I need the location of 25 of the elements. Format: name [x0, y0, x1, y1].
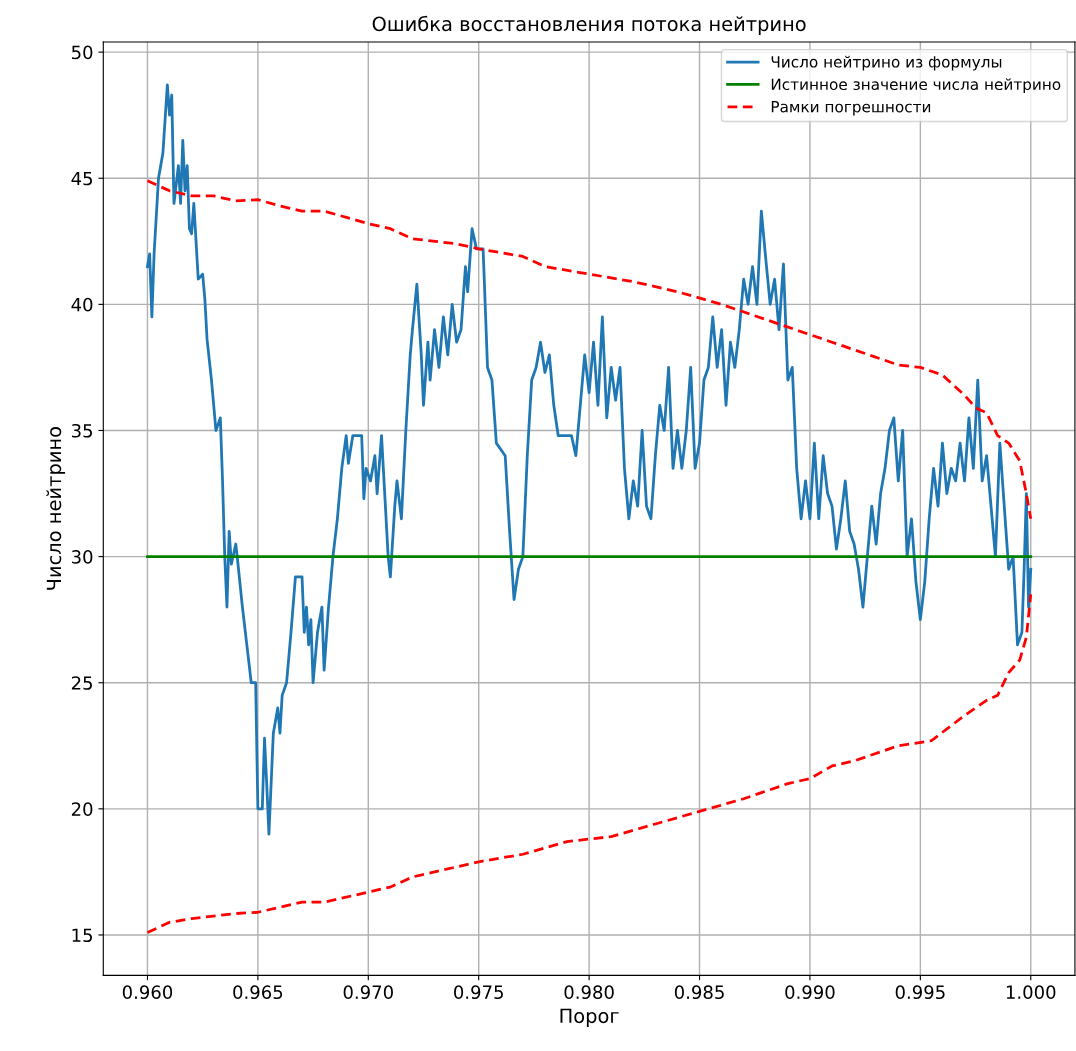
y-tick-label: 30: [71, 550, 93, 564]
y-axis-title: Число нейтрино: [46, 427, 66, 590]
y-tick-label: 40: [71, 297, 93, 312]
line-series: [146, 179, 1033, 521]
y-tick-label: 35: [71, 423, 92, 438]
y-tick-label: 25: [71, 676, 92, 690]
line-series: [146, 593, 1033, 934]
legend-label: Рамки погрешности: [771, 101, 931, 116]
y-tick-label: 20: [71, 802, 93, 816]
legend-label: Истинное значение числа нейтрино: [771, 78, 1061, 93]
x-tick-label: 0.965: [233, 985, 283, 1000]
x-tick-label: 1.000: [1006, 985, 1056, 1000]
y-tick-label: 50: [71, 45, 93, 60]
x-tick-label: 0.970: [343, 985, 393, 1000]
x-tick-label: 0.975: [454, 985, 503, 1000]
legend-label: Число нейтрино из формулы: [771, 55, 1002, 71]
x-axis-title: Порог: [560, 1008, 619, 1027]
x-tick-label: 0.960: [122, 985, 173, 1000]
y-tick-label: 15: [72, 928, 92, 943]
x-tick-label: 0.995: [895, 985, 945, 1000]
chart-title: Ошибка восстановления потока нейтрино: [372, 15, 806, 35]
x-tick-label: 0.985: [674, 985, 724, 1000]
x-tick-label: 0.980: [564, 985, 614, 1000]
y-tick-label: 45: [71, 171, 92, 186]
x-tick-label: 0.990: [785, 985, 835, 1000]
